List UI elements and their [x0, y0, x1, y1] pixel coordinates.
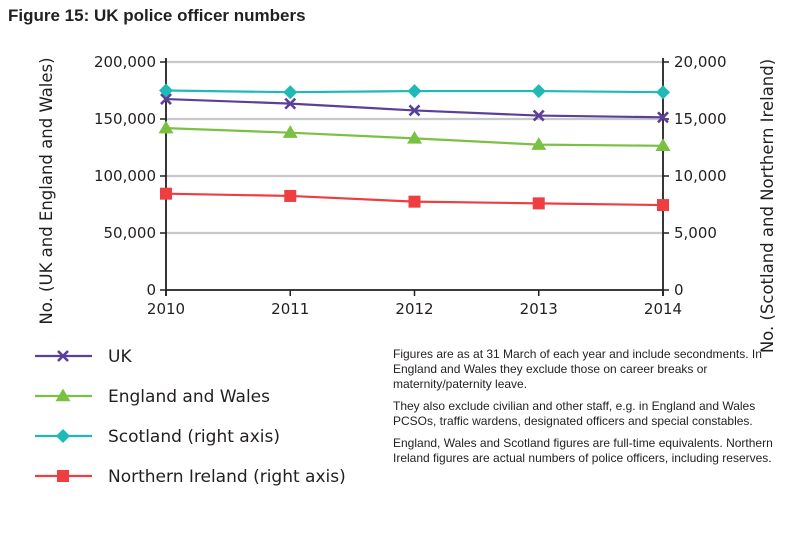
series-4-point [408, 195, 421, 208]
legend-label-2: England and Wales [108, 387, 270, 407]
series-3-point [531, 84, 546, 99]
x-tick-label: 2011 [271, 300, 309, 318]
series-3-point [407, 84, 422, 99]
y-right-tick-label: 20,000 [674, 53, 727, 71]
y-left-tick-label: 100,000 [94, 167, 156, 185]
legend-label-3: Scotland (right axis) [108, 427, 280, 447]
chart-notes: Figures are as at 31 March of each year … [393, 347, 788, 473]
legend-label-1: UK [108, 347, 132, 367]
series-3-point [656, 85, 670, 100]
y-right-tick-label: 10,000 [674, 167, 727, 185]
chart-title: Figure 15: UK police officer numbers [8, 6, 306, 25]
series-2-point [531, 137, 547, 150]
series-3-point [283, 85, 298, 100]
y-right-tick-label: 15,000 [674, 110, 727, 128]
y-left-tick-label: 150,000 [94, 110, 156, 128]
series-4-point [160, 187, 172, 200]
legend-marker-1 [57, 350, 69, 362]
legend-label-4: Northern Ireland (right axis) [108, 467, 346, 487]
series-1-point [160, 93, 172, 105]
series-3-point [159, 83, 173, 98]
series-2-point [282, 125, 298, 138]
series-1-point [657, 111, 669, 124]
legend-marker-3 [56, 429, 70, 443]
x-tick-label: 2010 [147, 300, 185, 318]
y-left-tick-label: 0 [146, 281, 156, 299]
series-line-1 [165, 97, 664, 119]
series-2-point [407, 130, 422, 144]
series-4-point [532, 197, 545, 210]
y-axis-left-title: No. (UK and England and Wales) [37, 57, 56, 324]
note-3: England, Wales and Scotland figures are … [393, 436, 773, 465]
series-1-point [408, 104, 421, 117]
series-1-point [532, 109, 545, 122]
note-2: They also exclude civilian and other sta… [393, 399, 756, 428]
y-right-tick-label: 0 [674, 281, 684, 299]
x-tick-label: 2014 [644, 300, 682, 318]
series-2-point [158, 120, 174, 134]
series-4-point [284, 189, 297, 202]
x-tick-label: 2013 [520, 300, 558, 318]
legend-marker-4 [57, 470, 69, 482]
y-right-tick-label: 5,000 [674, 224, 717, 242]
legend-marker-2 [55, 388, 71, 402]
y-left-tick-label: 50,000 [104, 224, 157, 242]
series-2-point [655, 138, 671, 152]
series-1-point [284, 97, 297, 110]
x-tick-label: 2012 [395, 300, 433, 318]
y-left-tick-label: 200,000 [94, 53, 156, 71]
note-1: Figures are as at 31 March of each year … [393, 347, 762, 391]
y-axis-right-title: No. (Scotland and Northern Ireland) [758, 59, 777, 353]
series-4-point [657, 199, 669, 212]
